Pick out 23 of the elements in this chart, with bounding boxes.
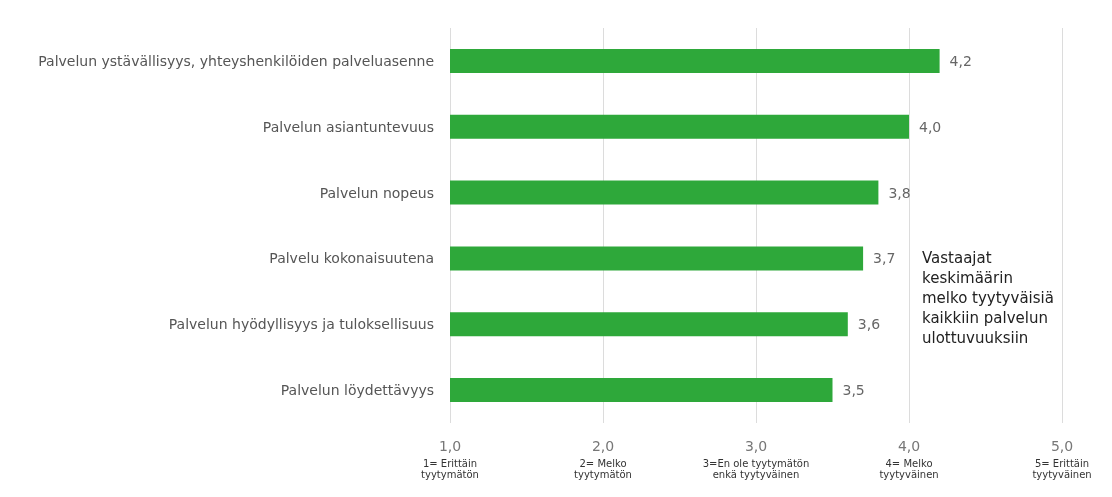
- data-label: 4,2: [949, 52, 972, 69]
- x-tick-label: 1,0: [438, 438, 462, 454]
- y-tick-label: Palvelu kokonaisuutena: [269, 250, 434, 267]
- x-tick-label: 2,0: [591, 438, 615, 454]
- y-tick-label: Palvelun löydettävyys: [280, 382, 434, 399]
- x-tick-label: 4,0: [897, 438, 921, 454]
- x-tick-label: 5,0: [1050, 438, 1074, 454]
- data-label: 3,7: [873, 250, 896, 267]
- text: 5= Erittäin tyytyväinen: [1032, 458, 1092, 480]
- data-label: 3,8: [888, 184, 911, 201]
- annotation: Vastaajat keskimäärin melko tyytyväisiä kaikkiin palvelun ulottuvuuksiin: [922, 249, 1054, 347]
- y-tick-label: Palvelun nopeus: [319, 184, 434, 201]
- text: 2= Melko tyytymätön: [574, 458, 632, 480]
- y-tick-label: Palvelun asiantuntevuus: [262, 118, 434, 135]
- data-label: 3,6: [857, 316, 881, 333]
- text: 4= Melko tyytyväinen: [879, 458, 939, 480]
- y-tick-label: Palvelun ystävällisyys, yhteyshenkilöiden palveluasenne: [38, 52, 434, 69]
- text: 3=En ole tyytymätön enkä tyytyväinen: [702, 458, 810, 480]
- data-label: 4,0: [919, 118, 942, 135]
- text: 1= Erittäin tyytymätön: [421, 458, 479, 480]
- data-label: 3,5: [842, 382, 865, 399]
- y-tick-label: Palvelun hyödyllisyys ja tuloksellisuus: [168, 316, 434, 333]
- x-tick-label: 3,0: [744, 438, 768, 454]
